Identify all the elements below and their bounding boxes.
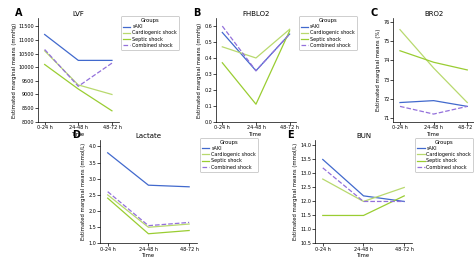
X-axis label: Time: Time: [72, 132, 85, 136]
X-axis label: Time: Time: [142, 253, 155, 258]
X-axis label: Time: Time: [427, 132, 440, 136]
Y-axis label: Estimated marginal means (mmol/L): Estimated marginal means (mmol/L): [293, 143, 298, 240]
Legend: sAKI, Cardiogenic shock, Septic shock, Combined shock: sAKI, Cardiogenic shock, Septic shock, C…: [299, 16, 356, 50]
Y-axis label: Estimated marginal means (mmol/L): Estimated marginal means (mmol/L): [81, 143, 86, 240]
Title: BUN: BUN: [356, 133, 371, 139]
X-axis label: Time: Time: [249, 132, 263, 136]
Title: Lactate: Lactate: [136, 133, 162, 139]
Y-axis label: Estimated marginal means (mmHg): Estimated marginal means (mmHg): [197, 22, 202, 118]
Legend: sAKI, Cardiogenic shock, Septic shock, Combined shock: sAKI, Cardiogenic shock, Septic shock, C…: [200, 138, 258, 171]
Title: FHBLO2: FHBLO2: [242, 11, 270, 17]
X-axis label: Time: Time: [357, 253, 370, 258]
Title: BRO2: BRO2: [424, 11, 443, 17]
Legend: sAKI, Cardiogenic shock, Septic shock, Combined shock: sAKI, Cardiogenic shock, Septic shock, C…: [121, 16, 179, 50]
Text: C: C: [371, 8, 378, 18]
Title: LVF: LVF: [73, 11, 84, 17]
Legend: sAKI, Cardiogenic shock, Septic shock, Combined shock: sAKI, Cardiogenic shock, Septic shock, C…: [415, 138, 473, 171]
Text: B: B: [193, 8, 201, 18]
Text: D: D: [72, 130, 80, 140]
Y-axis label: Estimated marginal means (%): Estimated marginal means (%): [376, 29, 382, 111]
Text: E: E: [287, 130, 294, 140]
Y-axis label: Estimated marginal means (mmHg): Estimated marginal means (mmHg): [12, 22, 17, 118]
Text: A: A: [15, 8, 23, 18]
